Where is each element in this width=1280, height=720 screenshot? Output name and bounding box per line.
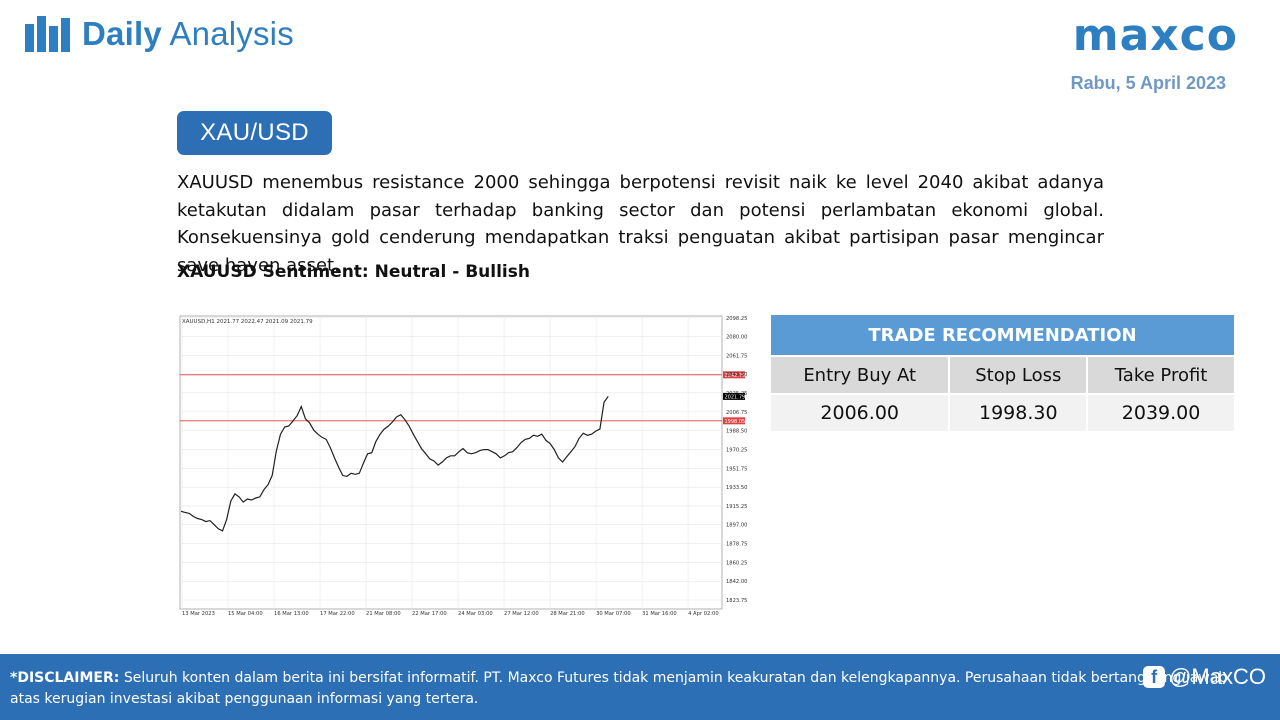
brand-title-light: Analysis	[169, 15, 294, 52]
x-tick-label: 13 Mar 2023	[182, 611, 215, 617]
take-profit-label: Take Profit	[1086, 355, 1236, 395]
x-tick-label: 28 Mar 21:00	[550, 611, 585, 617]
entry-value: 2006.00	[768, 393, 951, 433]
y-tick-label: 1878.75	[726, 541, 747, 547]
y-tick-label: 2025.25	[726, 391, 747, 397]
brand-title: Daily Analysis	[82, 15, 294, 53]
x-tick-label: 30 Mar 07:00	[596, 611, 631, 617]
x-tick-label: 16 Mar 13:00	[274, 611, 309, 617]
take-profit-value: 2039.00	[1086, 393, 1236, 433]
current-price-tag	[723, 392, 745, 400]
y-tick-label: 2061.75	[726, 353, 747, 359]
current-price-label: 2021.79	[725, 394, 746, 400]
social-handle[interactable]: f @MaxCO	[1143, 664, 1266, 690]
grid	[180, 316, 722, 609]
x-tick-label: 27 Mar 12:00	[504, 611, 539, 617]
y-tick-label: 1970.25	[726, 447, 747, 453]
y-axis-ticks: 2098.25 2080.00 2061.75 2043.50 2025.25 2006.…	[726, 316, 747, 604]
bar-chart-icon	[25, 16, 70, 52]
x-tick-label: 17 Mar 22:00	[320, 611, 355, 617]
maxco-logo[interactable]: maxco	[1072, 10, 1238, 61]
y-tick-label: 1915.25	[726, 504, 747, 510]
level-tag-label: 2042.79	[725, 373, 746, 379]
level-tag	[723, 371, 745, 379]
level-tag-label: 1998.05	[725, 419, 746, 425]
disclaimer-body: Seluruh konten dalam berita ini bersifat…	[10, 670, 1228, 707]
level-lines: 2042.79 1998.05 2021.79	[180, 371, 746, 425]
stop-loss-value: 1998.30	[948, 393, 1089, 433]
x-tick-label: 31 Mar 16:00	[642, 611, 677, 617]
report-date: Rabu, 5 April 2023	[1070, 73, 1226, 93]
y-tick-label: 2098.25	[726, 316, 747, 322]
price-series-line	[180, 396, 609, 532]
x-tick-label: 15 Mar 04:00	[228, 611, 263, 617]
y-tick-label: 1933.50	[726, 485, 747, 491]
analysis-description: XAUUSD menembus resistance 2000 sehingga…	[177, 172, 1104, 276]
y-tick-label: 1951.75	[726, 466, 747, 472]
x-tick-label: 21 Mar 08:00	[366, 611, 401, 617]
social-handle-text[interactable]: @MaxCO	[1169, 664, 1266, 689]
y-tick-label: 1988.50	[726, 429, 747, 435]
daily-analysis-header: Daily Analysis	[24, 14, 294, 54]
price-chart: 2042.79 1998.05 2021.79 2098.25 2080.00 2061…	[177, 313, 749, 617]
entry-label: Entry Buy At	[768, 355, 951, 395]
chart-title: XAUUSD,H1 2021.77 2022.47 2021.09 2021.7…	[182, 319, 313, 325]
y-tick-label: 1897.00	[726, 523, 747, 529]
y-tick-label: 1823.75	[726, 598, 747, 604]
x-tick-label: 24 Mar 03:00	[458, 611, 493, 617]
price-chart-svg: 2042.79 1998.05 2021.79 2098.25 2080.00 2061…	[179, 315, 747, 617]
facebook-icon[interactable]: f	[1143, 666, 1166, 688]
pair-badge: XAU/USD	[177, 111, 332, 155]
x-tick-label: 22 Mar 17:00	[412, 611, 447, 617]
level-tag	[723, 417, 745, 425]
trade-table-title: TRADE RECOMMENDATION	[769, 313, 1236, 357]
x-axis-ticks: 13 Mar 2023 15 Mar 04:00 16 Mar 13:00 17 Ma…	[182, 611, 719, 617]
disclaimer-text: *DISCLAIMER: Seluruh konten dalam berita…	[10, 668, 1230, 710]
x-tick-label: 4 Apr 02:00	[688, 611, 719, 617]
y-tick-label: 1842.00	[726, 579, 747, 585]
stop-loss-label: Stop Loss	[948, 355, 1089, 395]
y-tick-label: 1860.25	[726, 560, 747, 566]
disclaimer-footer: *DISCLAIMER: Seluruh konten dalam berita…	[0, 654, 1280, 720]
y-tick-label: 2080.00	[726, 335, 747, 341]
y-tick-label: 2043.50	[726, 372, 747, 378]
brand-title-bold: Daily	[82, 15, 162, 52]
trade-recommendation-table: TRADE RECOMMENDATION Entry Buy At Stop L…	[768, 313, 1236, 433]
sentiment-label: XAUUSD Sentiment: Neutral - Bullish	[177, 262, 530, 282]
plot-area	[179, 315, 723, 610]
y-tick-label: 2006.75	[726, 410, 747, 416]
disclaimer-label: *DISCLAIMER:	[10, 670, 120, 686]
